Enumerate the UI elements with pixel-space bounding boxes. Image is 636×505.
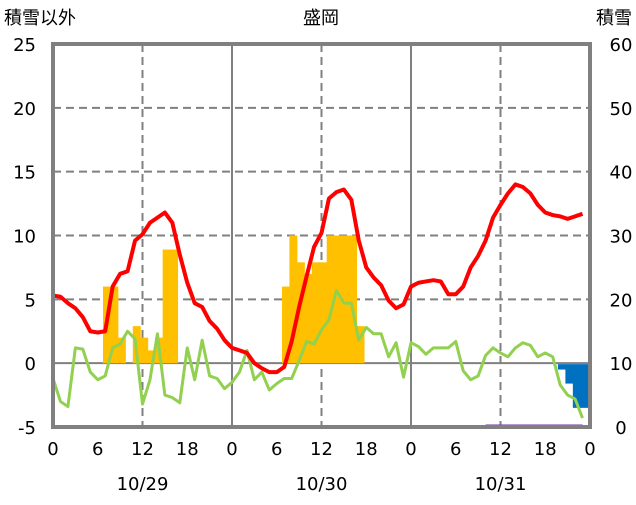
- precipitation-bar: [147, 350, 156, 364]
- precipitation-bar: [117, 337, 126, 364]
- right-tick-label: 60: [610, 35, 633, 56]
- precipitation-bar: [356, 326, 365, 364]
- x-tick-label: 0: [405, 439, 416, 460]
- precipitation-bar: [304, 273, 313, 364]
- precipitation-bar: [334, 235, 343, 364]
- green-series-line: [51, 288, 584, 419]
- precipitation-bar: [110, 286, 119, 364]
- x-tick-label: 0: [584, 439, 595, 460]
- left-axis-title: 積雪以外: [4, 8, 76, 29]
- snowfall-bar: [572, 364, 581, 408]
- right-tick-label: 20: [610, 290, 633, 311]
- snowfall-bar: [557, 364, 566, 370]
- date-label: 10/30: [296, 474, 348, 495]
- x-tick-label: 18: [355, 439, 378, 460]
- left-tick-label: -5: [18, 418, 36, 439]
- right-tick-label: 0: [615, 418, 626, 439]
- date-label: 10/29: [117, 474, 169, 495]
- x-tick-label: 0: [226, 439, 237, 460]
- x-tick-label: 18: [176, 439, 199, 460]
- x-tick-label: 6: [450, 439, 461, 460]
- left-tick-label: 20: [13, 99, 36, 120]
- left-tick-label: 0: [25, 354, 36, 375]
- x-tick-label: 0: [47, 439, 58, 460]
- x-tick-label: 18: [534, 439, 557, 460]
- right-tick-label: 30: [610, 227, 633, 248]
- precipitation-bar: [170, 249, 179, 364]
- right-tick-label: 10: [610, 354, 633, 375]
- precipitation-bar: [319, 262, 328, 364]
- right-tick-label: 40: [610, 163, 633, 184]
- precipitation-bar: [162, 249, 171, 364]
- date-label: 10/31: [475, 474, 527, 495]
- temperature-line: [52, 182, 584, 375]
- snowfall-bar: [565, 364, 574, 384]
- x-tick-label: 12: [131, 439, 154, 460]
- x-tick-label: 6: [92, 439, 103, 460]
- x-tick-label: 12: [489, 439, 512, 460]
- precipitation-bar: [296, 262, 305, 364]
- left-tick-label: 25: [13, 35, 36, 56]
- left-tick-label: 10: [13, 227, 36, 248]
- precipitation-bar: [281, 286, 290, 364]
- x-tick-label: 6: [271, 439, 282, 460]
- precipitation-bar: [140, 337, 149, 364]
- precipitation-bars: [102, 235, 589, 408]
- left-tick-label: 15: [13, 163, 36, 184]
- precipitation-bar: [326, 235, 335, 364]
- precipitation-bar: [311, 262, 320, 364]
- x-tick-label: 12: [310, 439, 333, 460]
- precipitation-bar: [349, 235, 358, 364]
- snowfall-bar: [580, 364, 589, 408]
- right-tick-label: 50: [610, 99, 633, 120]
- right-axis-title: 積雪: [596, 8, 632, 29]
- precipitation-bar: [341, 235, 350, 364]
- precipitation-bar: [289, 235, 298, 364]
- left-tick-label: 5: [25, 290, 36, 311]
- chart-title: 盛岡: [303, 8, 339, 29]
- plot-frame: [51, 42, 592, 429]
